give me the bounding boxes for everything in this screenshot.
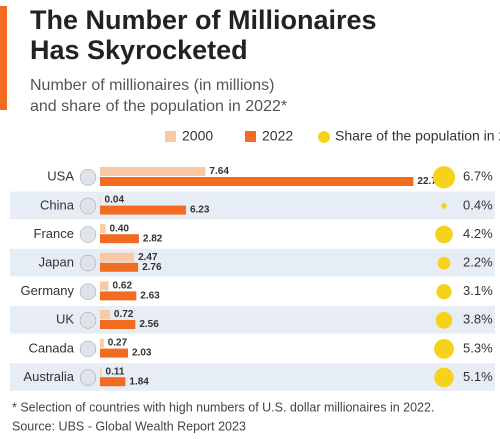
category-label: Germany	[21, 283, 75, 298]
legend-label: 2000	[182, 128, 213, 144]
category-label: France	[34, 226, 74, 241]
source: Source: UBS - Global Wealth Report 2023	[12, 419, 246, 433]
legend-swatch	[318, 131, 330, 143]
flag-icon	[79, 283, 97, 300]
share-bubble	[436, 284, 452, 300]
flag-icon	[79, 169, 97, 186]
share-label: 5.3%	[463, 340, 493, 355]
bar	[100, 377, 126, 387]
bar	[100, 224, 106, 234]
category-label: Australia	[23, 369, 74, 384]
category-label: Canada	[28, 340, 74, 355]
share-bubble	[434, 367, 454, 388]
share-bubble	[435, 225, 453, 244]
value-label: 2.56	[139, 319, 159, 330]
share-label: 6.7%	[463, 169, 493, 184]
chart-subtitle: and share of the population in 2022*	[30, 98, 287, 115]
accent-bar	[0, 6, 7, 110]
value-label: 6.23	[190, 205, 210, 216]
share-label: 4.2%	[463, 226, 493, 241]
share-label: 5.1%	[463, 369, 493, 384]
value-label: 22.71	[417, 176, 442, 187]
category-label: China	[40, 197, 75, 212]
share-label: 3.8%	[463, 312, 493, 327]
value-label: 2.76	[142, 262, 162, 273]
share-bubble	[437, 256, 451, 270]
footnote: * Selection of countries with high numbe…	[12, 400, 434, 414]
chart-subtitle: Number of millionaires (in millions)	[30, 77, 275, 94]
value-label: 0.04	[105, 195, 125, 206]
value-label: 0.72	[114, 309, 134, 320]
bar	[100, 262, 139, 272]
bar	[100, 310, 110, 319]
bar	[100, 367, 102, 377]
bar	[100, 252, 135, 262]
bar	[100, 291, 137, 301]
bar	[100, 167, 206, 176]
legend-label: Share of the population in 2022	[335, 128, 500, 144]
share-label: 2.2%	[463, 255, 493, 270]
value-label: 0.11	[106, 366, 125, 377]
category-label: UK	[56, 312, 74, 327]
flag-icon	[79, 369, 97, 386]
flag-icon	[79, 226, 97, 243]
bar	[100, 281, 109, 291]
value-label: 2.47	[138, 252, 158, 263]
value-label: 2.82	[143, 233, 163, 244]
value-label: 0.27	[108, 338, 128, 349]
share-bubble	[441, 203, 447, 209]
bar	[100, 195, 101, 205]
category-label: Japan	[39, 255, 74, 270]
chart-title: The Number of Millionaires	[30, 5, 377, 35]
legend-swatch	[245, 131, 256, 142]
bar	[100, 338, 104, 348]
value-label: 0.40	[110, 223, 130, 234]
legend-label: 2022	[262, 128, 293, 144]
share-bubble	[434, 339, 454, 359]
share-label: 3.1%	[463, 283, 493, 298]
share-label: 0.4%	[463, 197, 493, 212]
share-bubble	[432, 166, 456, 189]
flag-icon	[79, 340, 97, 358]
flag-icon	[79, 254, 97, 272]
value-label: 1.84	[129, 376, 149, 387]
bar	[100, 320, 136, 329]
value-label: 2.03	[132, 348, 152, 359]
bar	[100, 234, 139, 244]
flag-icon	[79, 312, 97, 329]
bar	[100, 348, 129, 358]
value-label: 7.64	[209, 166, 229, 177]
share-bubble	[435, 311, 453, 329]
bar	[100, 205, 186, 215]
value-label: 0.62	[113, 281, 133, 292]
flag-icon	[79, 197, 97, 215]
chart-title: Has Skyrocketed	[30, 35, 248, 65]
category-label: USA	[47, 169, 74, 184]
value-label: 2.63	[140, 291, 160, 302]
bar	[100, 177, 414, 186]
legend-swatch	[165, 131, 176, 142]
